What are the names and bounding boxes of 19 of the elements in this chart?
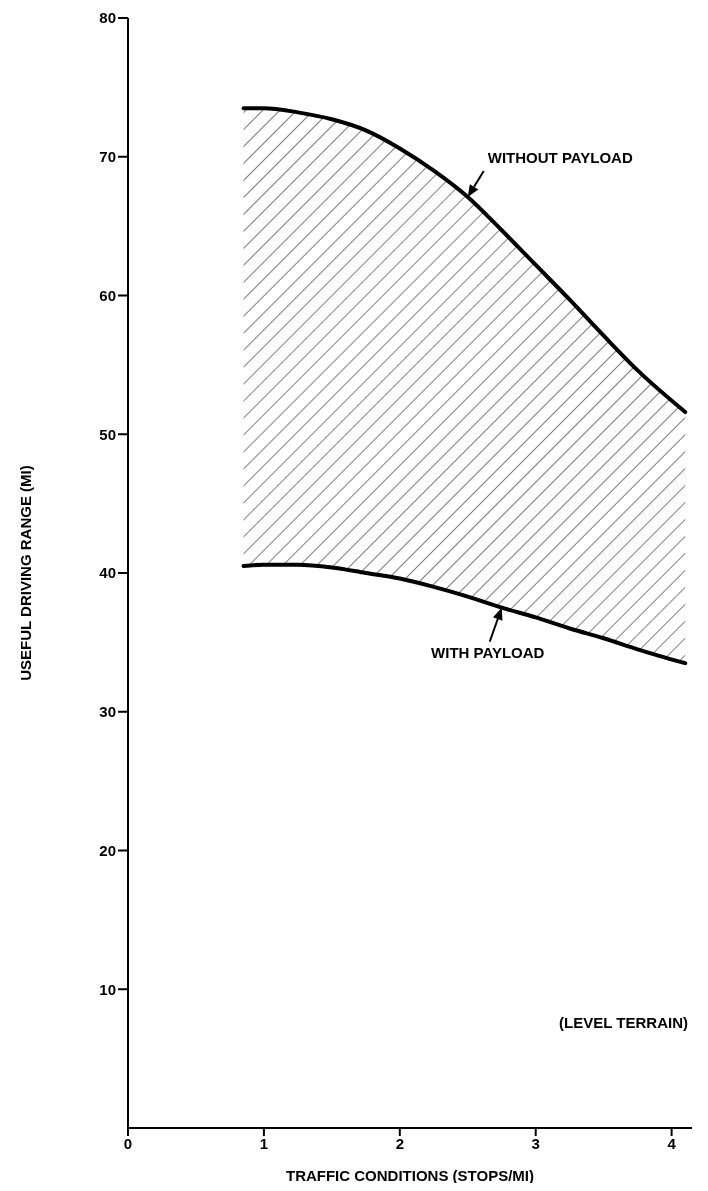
x-tick-label: 2 [395, 1134, 404, 1152]
y-tick-label: 50 [99, 425, 116, 443]
line-series [241, 106, 688, 415]
line-series [241, 562, 688, 666]
legend-label: WITH PAYLOAD [431, 643, 545, 661]
x-tick-label: 3 [531, 1134, 540, 1152]
y-tick-label: 60 [99, 286, 116, 304]
y-tick-label: 10 [99, 980, 116, 998]
y-tick-label: 40 [99, 564, 116, 582]
x-tick-label: 0 [123, 1134, 133, 1152]
y-tick-label: 80 [99, 9, 116, 27]
y-axis-title: USEFUL DRIVING RANGE (MI) [17, 465, 35, 681]
x-tick-label: 1 [259, 1134, 269, 1152]
y-tick-label: 20 [99, 841, 116, 859]
y-tick-label: 30 [99, 703, 116, 721]
y-tick-label: 70 [99, 148, 116, 166]
annotation: (LEVEL TERRAIN) [559, 1014, 688, 1031]
text: WITHOUT PAYLOAD [487, 148, 633, 166]
x-tick-label: 4 [667, 1134, 677, 1152]
